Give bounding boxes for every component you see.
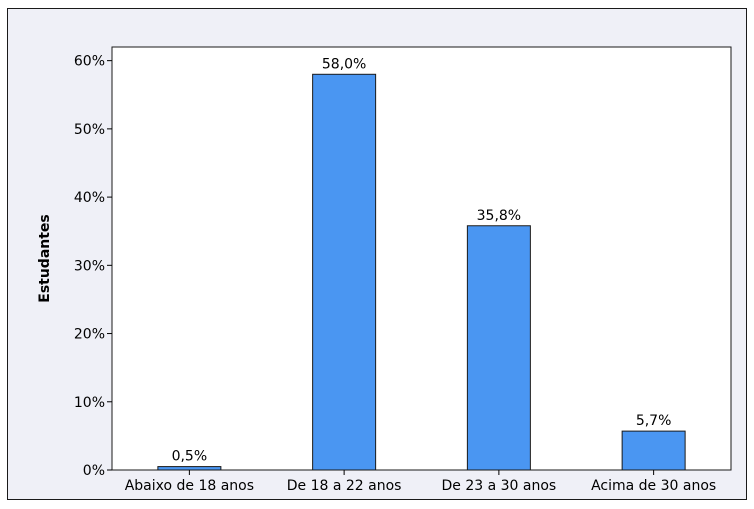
y-tick-label: 60% bbox=[74, 54, 105, 70]
y-tick-label: 10% bbox=[74, 395, 105, 411]
bar-data-label: 35,8% bbox=[477, 208, 521, 224]
x-category-label: De 18 a 22 anos bbox=[287, 478, 402, 494]
x-category-label: Abaixo de 18 anos bbox=[125, 478, 254, 494]
bar[interactable] bbox=[621, 430, 686, 471]
plot-area bbox=[111, 46, 732, 471]
bar-data-label: 0,5% bbox=[172, 449, 208, 465]
bar[interactable] bbox=[157, 466, 222, 471]
y-axis-title: Estudantes bbox=[37, 214, 53, 303]
x-category-label: Acima de 30 anos bbox=[591, 478, 716, 494]
y-tick-label: 0% bbox=[83, 463, 105, 479]
x-category-label: De 23 a 30 anos bbox=[442, 478, 557, 494]
y-tick-label: 30% bbox=[74, 258, 105, 274]
bar-data-label: 58,0% bbox=[322, 56, 366, 72]
bar-data-label: 5,7% bbox=[636, 413, 672, 429]
y-tick-label: 20% bbox=[74, 327, 105, 343]
bar[interactable] bbox=[312, 73, 377, 471]
y-tick-label: 50% bbox=[74, 122, 105, 138]
y-tick-label: 40% bbox=[74, 190, 105, 206]
bar[interactable] bbox=[466, 225, 531, 471]
